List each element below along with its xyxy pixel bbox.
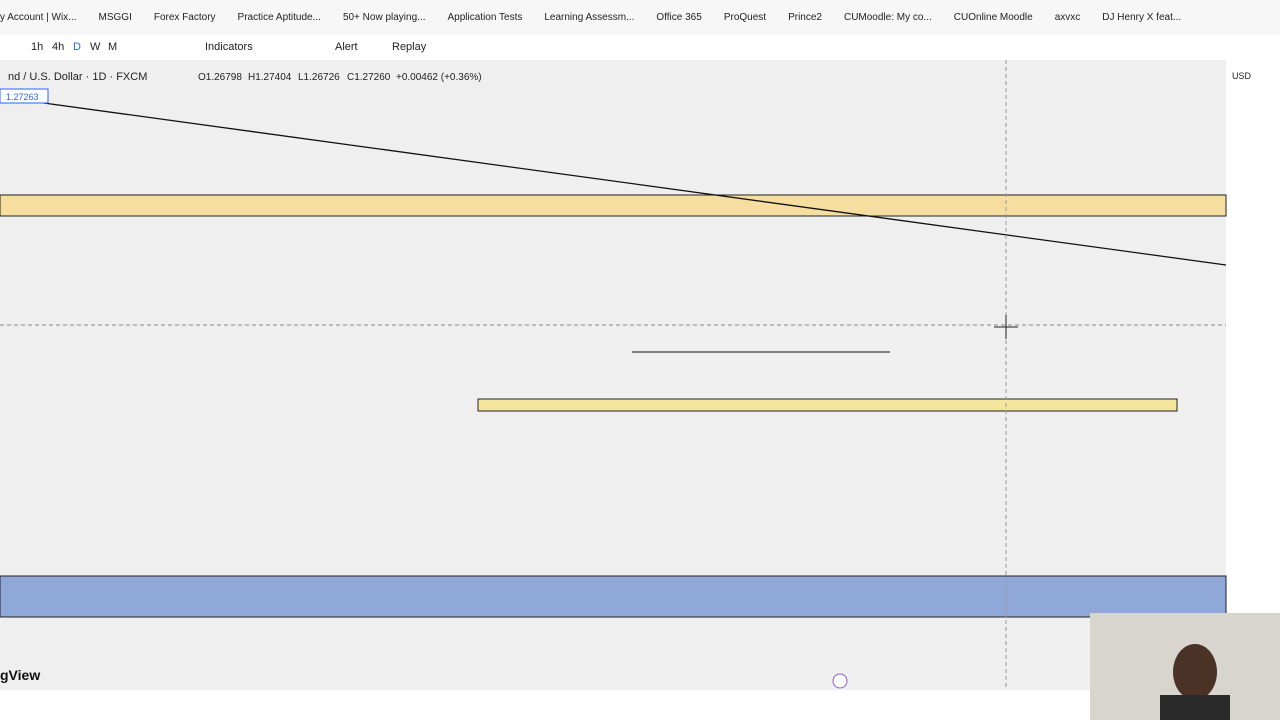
time-axis-bg — [0, 690, 1226, 720]
resistance-zone — [0, 194, 1227, 217]
plot-bg — [0, 60, 1226, 720]
interval[interactable]: 1h — [31, 41, 44, 53]
currency: USD — [1232, 71, 1252, 81]
bookmark[interactable]: Practice Aptitude... — [237, 12, 321, 23]
bookmark[interactable]: Learning Assessm... — [544, 12, 635, 23]
bookmark[interactable]: DJ Henry X feat... — [1102, 12, 1182, 23]
webcam-person — [1160, 695, 1230, 720]
ohlc-open: O1.26798 — [198, 72, 242, 83]
event-icon[interactable] — [832, 673, 848, 689]
trend-line — [0, 96, 1227, 266]
alert-button[interactable]: Alert — [335, 41, 358, 53]
bookmark[interactable]: CUOnline Moodle — [953, 12, 1033, 23]
symbol: nd / U.S. Dollar · 1D · FXCM — [8, 71, 147, 83]
toolbar: 1h 4h D W M Indicators Alert Replay — [0, 35, 1280, 61]
bookmark[interactable]: Office 365 — [656, 12, 702, 23]
webcam-person — [1173, 644, 1217, 700]
price-axis-bg — [1226, 60, 1280, 720]
bookmark[interactable]: Prince2 — [788, 12, 822, 23]
indicators-button[interactable]: Indicators — [205, 41, 253, 53]
bookmark[interactable]: Application Tests — [447, 12, 523, 23]
bookmark[interactable]: CUMoodle: My co... — [843, 12, 932, 23]
line-tag: 1.27263 — [6, 92, 39, 102]
bookmarks-bar: y Account | Wix... MSGGI Forex Factory Prac… — [0, 0, 1280, 35]
support-zone — [0, 575, 1227, 618]
bookmark[interactable]: ProQuest — [723, 12, 767, 23]
ohlc-high: H1.27404 — [248, 72, 292, 83]
interval[interactable]: 4h — [52, 41, 65, 53]
bookmark[interactable]: axvxc — [1054, 12, 1081, 23]
bookmark[interactable]: 50+ Now playing... — [342, 12, 426, 23]
bookmark[interactable]: y Account | Wix... — [0, 12, 77, 23]
ohlc-change: +0.00462 (+0.36%) — [396, 72, 482, 83]
chart: nd / U.S. Dollar · 1D · FXCM O1.26798 H1… — [0, 60, 1280, 720]
bookmark[interactable]: MSGGI — [98, 12, 132, 23]
line-tag-bg — [0, 88, 49, 104]
ohlc-close: C1.27260 — [347, 72, 391, 83]
bookmark[interactable]: Forex Factory — [153, 12, 216, 23]
interval[interactable]: M — [108, 41, 118, 53]
demand-zone — [477, 398, 1178, 412]
brand: gView — [0, 667, 40, 683]
interval[interactable]: D — [73, 41, 81, 53]
replay-button[interactable]: Replay — [392, 41, 427, 53]
interval[interactable]: W — [90, 41, 101, 53]
ohlc-low: L1.26726 — [298, 72, 340, 83]
